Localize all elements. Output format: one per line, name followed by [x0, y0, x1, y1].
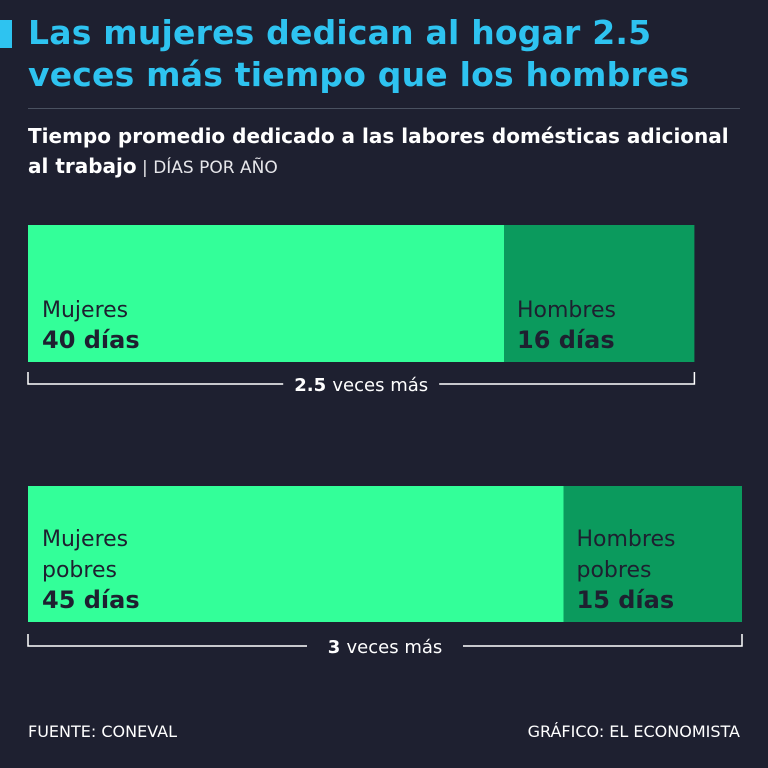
- ratio-text: veces más: [332, 375, 428, 396]
- credit-note: GRÁFICO: EL ECONOMISTA: [527, 722, 740, 741]
- men-value-label: 15 días: [577, 586, 675, 614]
- women-category-label: Mujeres: [42, 298, 128, 323]
- bracket-left: [27, 372, 284, 385]
- men-category-label: Hombres: [577, 527, 676, 552]
- women-value-label: 45 días: [42, 586, 140, 614]
- women-value-label: 40 días: [42, 326, 140, 354]
- title-divider: [28, 108, 740, 109]
- bar-women: [28, 486, 564, 622]
- ratio-number: 3: [328, 637, 347, 658]
- subtitle-text: Tiempo promedio dedicado a las labores d…: [28, 124, 729, 178]
- title-accent-bar: [0, 20, 12, 48]
- women-category-label: Mujeres: [42, 527, 128, 552]
- source-note: FUENTE: CONEVAL: [28, 722, 177, 741]
- bracket-right: [439, 372, 696, 385]
- ratio-number: 2.5: [294, 375, 332, 396]
- bar-men: [504, 225, 695, 362]
- chart-title: Las mujeres dedican al hogar 2.5 veces m…: [28, 13, 690, 94]
- subtitle-unit: DÍAS POR AÑO: [153, 158, 278, 178]
- women-category-label: pobres: [42, 558, 117, 583]
- bar-women: [28, 225, 504, 362]
- ratio-label: 2.5 veces más: [294, 375, 428, 396]
- bracket-right: [463, 634, 743, 647]
- ratio-text: veces más: [347, 637, 443, 658]
- men-value-label: 16 días: [517, 326, 615, 354]
- bar-men: [563, 486, 742, 622]
- men-category-label: pobres: [577, 558, 652, 583]
- bracket-left: [27, 634, 307, 647]
- ratio-label: 3 veces más: [328, 637, 443, 658]
- men-category-label: Hombres: [517, 298, 616, 323]
- chart-subtitle: Tiempo promedio dedicado a las labores d…: [28, 121, 748, 183]
- subtitle-separator: |: [136, 158, 154, 178]
